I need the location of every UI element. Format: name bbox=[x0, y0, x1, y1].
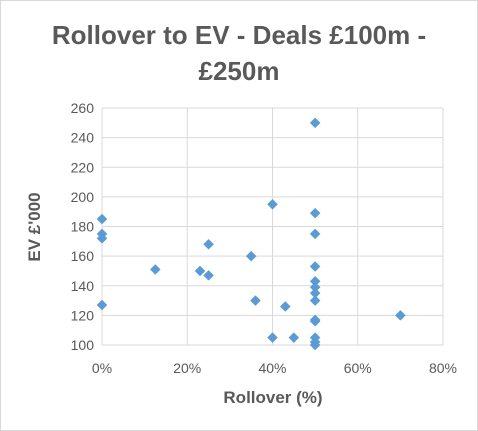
data-point bbox=[245, 250, 257, 262]
y-axis-title: EV £'000 bbox=[25, 192, 44, 261]
data-point bbox=[309, 339, 321, 351]
data-point bbox=[203, 270, 214, 281]
data-point bbox=[250, 295, 261, 306]
data-point bbox=[267, 198, 278, 210]
data-point bbox=[267, 332, 278, 343]
x-tick-label: 20% bbox=[173, 360, 201, 376]
x-tick-label: 80% bbox=[429, 360, 457, 376]
y-tick-label: 120 bbox=[71, 307, 95, 323]
x-axis-title: Rollover (%) bbox=[223, 388, 322, 407]
y-tick-label: 180 bbox=[71, 219, 95, 235]
data-point bbox=[309, 207, 321, 219]
data-point bbox=[309, 228, 321, 240]
y-tick-label: 100 bbox=[71, 337, 95, 353]
x-tick-label: 40% bbox=[258, 360, 286, 376]
chart-title-line-2: £250m bbox=[199, 56, 280, 86]
data-point bbox=[309, 315, 321, 327]
y-tick-label: 160 bbox=[71, 248, 95, 264]
x-axis-ticks: 0% 20% 40% 60% 80% bbox=[92, 360, 457, 376]
data-point bbox=[96, 232, 108, 244]
y-tick-label: 200 bbox=[71, 189, 95, 205]
data-point bbox=[309, 295, 321, 306]
data-point bbox=[149, 264, 161, 275]
data-point bbox=[288, 332, 300, 343]
data-point bbox=[309, 117, 321, 129]
data-point bbox=[194, 265, 206, 277]
x-tick-label: 60% bbox=[344, 360, 372, 376]
data-point bbox=[203, 238, 214, 250]
y-axis-ticks: 100 120 140 160 180 200 220 240 260 bbox=[71, 100, 95, 353]
x-tick-label: 0% bbox=[92, 360, 112, 376]
data-point bbox=[395, 310, 406, 321]
data-point bbox=[279, 301, 291, 312]
y-tick-label: 240 bbox=[71, 130, 95, 146]
y-tick-label: 140 bbox=[71, 278, 95, 294]
y-tick-label: 220 bbox=[71, 159, 95, 175]
data-point bbox=[96, 299, 108, 311]
data-point bbox=[96, 213, 108, 225]
y-tick-label: 260 bbox=[71, 100, 95, 116]
data-points bbox=[96, 117, 406, 351]
data-point bbox=[309, 261, 321, 272]
grid-lines bbox=[101, 107, 444, 346]
chart-title-line-1: Rollover to EV - Deals £100m - bbox=[52, 20, 426, 50]
